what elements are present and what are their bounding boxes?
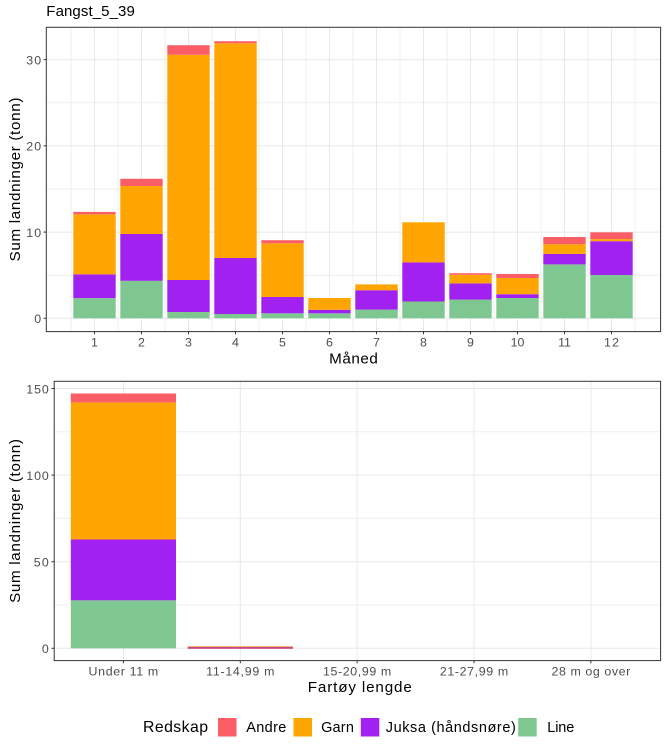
svg-text:11-14,99 m: 11-14,99 m: [206, 665, 274, 679]
svg-text:1: 1: [91, 336, 98, 350]
svg-text:50: 50: [34, 556, 49, 570]
svg-text:15-20,99 m: 15-20,99 m: [323, 665, 391, 679]
svg-text:12: 12: [604, 336, 619, 350]
svg-text:Sum landninger (tonn): Sum landninger (tonn): [7, 98, 24, 262]
svg-text:10: 10: [26, 226, 41, 240]
svg-text:20: 20: [26, 140, 41, 154]
svg-text:5: 5: [279, 336, 286, 350]
svg-text:6: 6: [326, 336, 333, 350]
svg-text:Redskap: Redskap: [143, 719, 208, 736]
svg-text:Under 11 m: Under 11 m: [89, 665, 159, 679]
svg-text:Fartøy lengde: Fartøy lengde: [308, 679, 412, 696]
svg-text:0: 0: [42, 642, 49, 656]
svg-text:150: 150: [26, 382, 49, 396]
svg-text:Juksa (håndsnøre): Juksa (håndsnøre): [386, 720, 516, 736]
svg-text:0: 0: [34, 312, 41, 326]
svg-text:21-27,99 m: 21-27,99 m: [440, 665, 508, 679]
svg-text:3: 3: [185, 336, 192, 350]
svg-text:9: 9: [467, 336, 474, 350]
svg-text:Line: Line: [547, 720, 574, 736]
svg-text:100: 100: [26, 469, 49, 483]
svg-text:30: 30: [26, 53, 41, 67]
svg-text:11: 11: [558, 336, 571, 350]
svg-text:28 m og over: 28 m og over: [552, 665, 631, 679]
svg-text:4: 4: [232, 336, 239, 350]
svg-text:Sum landninger (tonn): Sum landninger (tonn): [7, 439, 24, 603]
svg-text:8: 8: [420, 336, 427, 350]
svg-text:Måned: Måned: [329, 351, 378, 368]
svg-text:Fangst_5_39: Fangst_5_39: [46, 3, 135, 20]
svg-text:Garn: Garn: [321, 720, 354, 736]
svg-text:7: 7: [373, 336, 380, 350]
svg-text:Andre: Andre: [246, 720, 286, 736]
svg-text:10: 10: [511, 336, 525, 350]
svg-text:2: 2: [138, 336, 145, 350]
